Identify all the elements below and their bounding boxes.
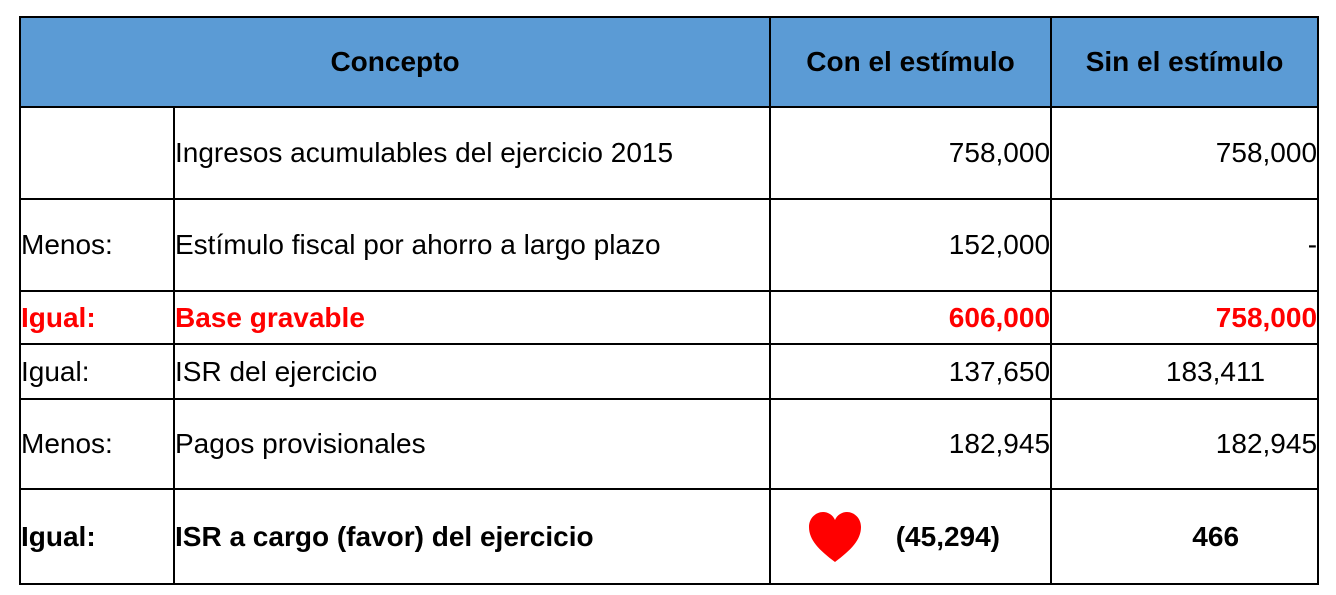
row-concept: ISR del ejercicio xyxy=(172,343,772,400)
table-row: Ingresos acumulables del ejercicio 2015 … xyxy=(19,106,1320,200)
row-concept: ISR a cargo (favor) del ejercicio xyxy=(172,488,772,585)
row-label: Menos: xyxy=(19,398,175,490)
value-sin: 183,411 xyxy=(1050,343,1320,400)
table-row: Igual: ISR del ejercicio 137,650 183,411 xyxy=(19,343,1320,400)
value-con: 758,000 xyxy=(769,106,1053,200)
row-concept: Ingresos acumulables del ejercicio 2015 xyxy=(172,106,772,200)
value-con: 137,650 xyxy=(769,343,1053,400)
table-header-row: Concepto Con el estímulo Sin el estímulo xyxy=(18,16,1320,108)
value-sin: 758,000 xyxy=(1050,106,1320,200)
value-con: 152,000 xyxy=(769,198,1053,292)
header-con-estimulo: Con el estímulo xyxy=(769,16,1053,108)
row-label xyxy=(19,106,175,200)
row-concept: Pagos provisionales xyxy=(172,398,772,490)
row-label: Igual: xyxy=(19,488,175,585)
value-con-cell: (45,294) xyxy=(769,488,1053,585)
value-con: 606,000 xyxy=(769,290,1053,345)
table-row-total: Igual: ISR a cargo (favor) del ejercicio… xyxy=(19,488,1320,585)
value-sin: 758,000 xyxy=(1050,290,1320,345)
heart-icon xyxy=(809,511,862,562)
row-label: Menos: xyxy=(19,198,175,292)
row-concept: Base gravable xyxy=(172,290,772,345)
value-con: (45,294) xyxy=(895,520,1001,552)
value-sin: 182,945 xyxy=(1050,398,1320,490)
value-con: 182,945 xyxy=(769,398,1053,490)
header-concepto: Concepto xyxy=(18,16,772,108)
header-sin-estimulo: Sin el estímulo xyxy=(1050,16,1320,108)
value-sin: - xyxy=(1050,198,1320,292)
row-label: Igual: xyxy=(19,343,175,400)
row-concept: Estímulo fiscal por ahorro a largo plazo xyxy=(172,198,772,292)
value-sin: 466 xyxy=(1050,488,1320,585)
table-row-highlighted: Igual: Base gravable 606,000 758,000 xyxy=(19,290,1320,345)
row-label: Igual: xyxy=(19,290,175,345)
tax-comparison-table: Concepto Con el estímulo Sin el estímulo… xyxy=(18,16,1320,585)
table-row: Menos: Estímulo fiscal por ahorro a larg… xyxy=(19,198,1320,292)
table-row: Menos: Pagos provisionales 182,945 182,9… xyxy=(19,398,1320,490)
